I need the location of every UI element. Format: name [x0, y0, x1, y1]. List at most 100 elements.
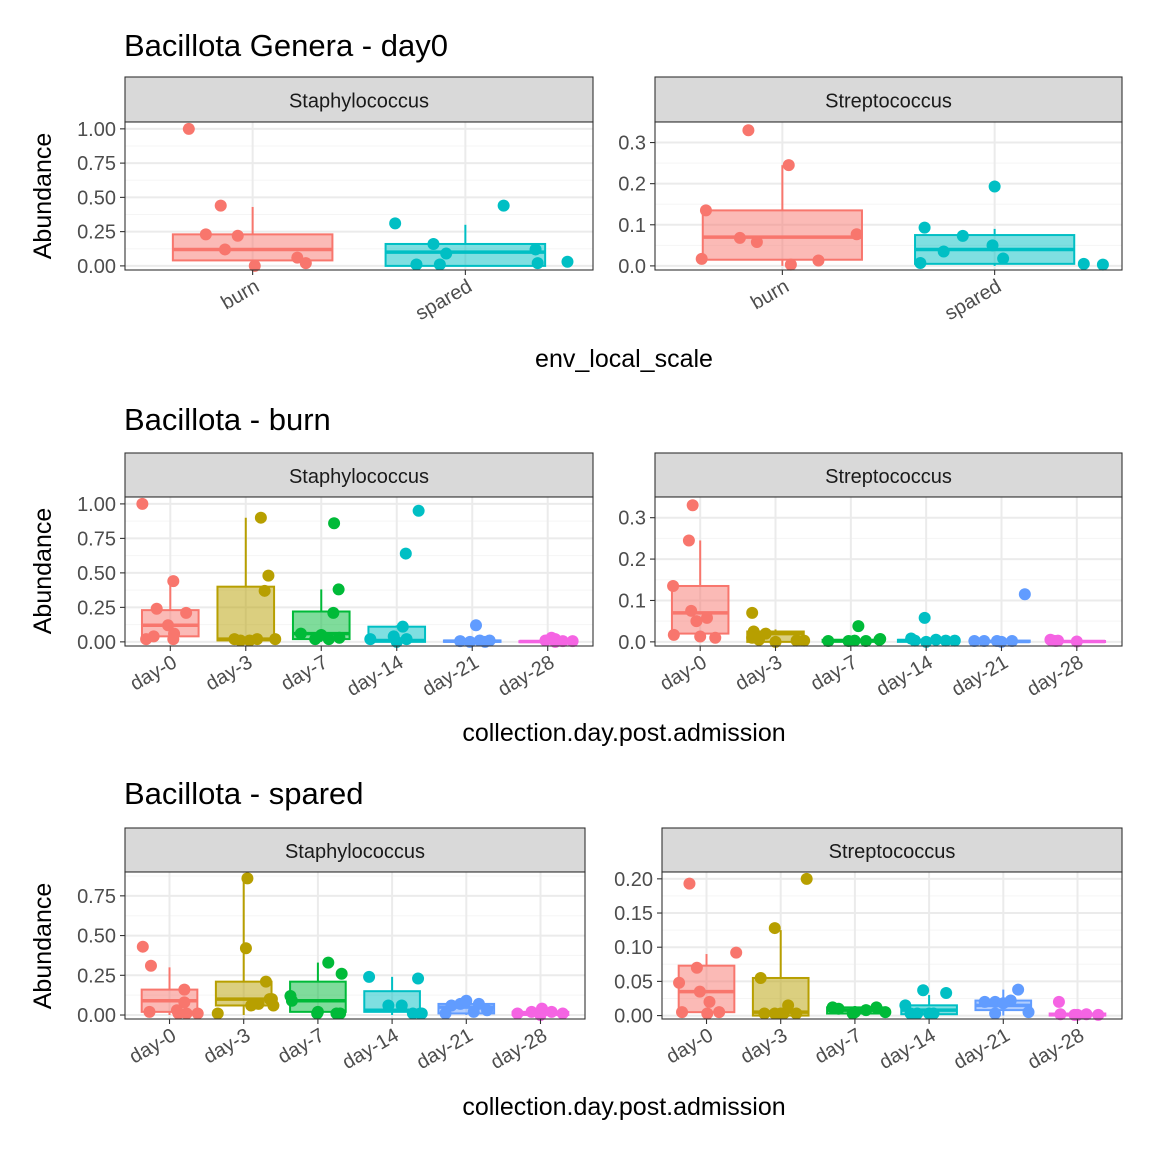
data-point — [460, 994, 473, 1007]
data-point — [920, 635, 933, 648]
data-point — [759, 627, 772, 640]
data-point — [545, 1005, 558, 1018]
data-point — [549, 635, 562, 648]
y-tick-label: 0.75 — [77, 153, 116, 175]
data-point — [412, 504, 425, 517]
data-point — [709, 631, 722, 644]
panel-border — [661, 871, 1123, 1020]
data-point — [774, 1007, 787, 1020]
y-tick-label: 0.10 — [614, 937, 653, 959]
panel-border — [124, 121, 594, 271]
data-point — [143, 1005, 156, 1018]
data-point — [948, 634, 961, 647]
data-point — [412, 972, 425, 985]
data-point — [694, 630, 707, 643]
data-point — [178, 996, 191, 1009]
y-tick-label: 0.0 — [618, 632, 646, 654]
data-point — [136, 497, 149, 510]
y-tick-label: 1.00 — [77, 494, 116, 516]
data-point — [239, 942, 252, 955]
data-point — [481, 1004, 494, 1017]
data-point — [330, 1007, 343, 1020]
data-point — [700, 611, 713, 624]
y-tick-label: 1.00 — [77, 119, 116, 141]
data-point — [191, 1007, 204, 1020]
facet-strip — [654, 452, 1123, 498]
data-point — [1018, 588, 1031, 601]
data-point — [1051, 634, 1064, 647]
data-point — [1092, 1008, 1105, 1021]
data-point — [848, 1006, 861, 1019]
data-point — [848, 634, 861, 647]
y-tick-label: 0.50 — [77, 563, 116, 585]
data-point — [167, 633, 180, 646]
data-point — [690, 961, 703, 974]
data-point — [989, 1007, 1002, 1020]
y-tick-label: 0.2 — [618, 549, 646, 571]
panel-border — [654, 121, 1123, 271]
data-point — [850, 228, 863, 241]
chart-row-3: Bacillota - spared Abundance collection.… — [29, 776, 1123, 1121]
data-point — [291, 251, 304, 264]
data-point — [214, 199, 227, 212]
data-point — [733, 231, 746, 244]
data-point — [241, 872, 254, 885]
data-point — [327, 606, 340, 619]
data-point — [667, 628, 680, 641]
data-point — [410, 258, 423, 271]
data-point — [1077, 257, 1090, 270]
data-point — [874, 632, 887, 645]
data-point — [918, 611, 931, 624]
data-point — [997, 252, 1010, 265]
data-point — [400, 633, 413, 646]
facet-strip-label: Streptococcus — [829, 841, 956, 863]
data-point — [529, 243, 542, 256]
data-point — [784, 258, 797, 271]
data-point — [713, 1006, 726, 1019]
data-point — [682, 534, 695, 547]
facet-strip — [124, 76, 594, 123]
data-point — [556, 1007, 569, 1020]
panel-border — [124, 871, 586, 1020]
y-tick-label: 0.50 — [77, 926, 116, 948]
data-point — [254, 511, 267, 524]
data-point — [463, 635, 476, 648]
data-point — [328, 517, 341, 530]
y-tick-label: 0.00 — [614, 1006, 653, 1028]
data-point — [852, 620, 865, 633]
data-point — [511, 1007, 524, 1020]
data-point — [162, 619, 175, 632]
y-axis-label-1: Abundance — [29, 133, 57, 260]
data-point — [782, 159, 795, 172]
data-point — [986, 239, 999, 252]
chart-row-2: Bacillota - burn Abundance collection.da… — [29, 402, 1123, 747]
data-point — [929, 633, 942, 646]
data-point — [399, 547, 412, 560]
facet-strip-label: Staphylococcus — [285, 841, 425, 863]
data-point — [243, 634, 256, 647]
data-point — [566, 635, 579, 648]
y-axis-label-3: Abundance — [29, 883, 57, 1010]
data-point — [433, 258, 446, 271]
data-point — [180, 606, 193, 619]
data-point — [978, 995, 991, 1008]
facet-strip-label: Streptococcus — [825, 466, 952, 488]
data-point — [699, 204, 712, 217]
data-point — [730, 946, 743, 959]
data-point — [262, 569, 275, 582]
data-point — [234, 634, 247, 647]
panel-border — [654, 496, 1123, 647]
data-point — [870, 1001, 883, 1014]
data-point — [335, 967, 348, 980]
data-point — [332, 583, 345, 596]
y-tick-label: 0.25 — [77, 597, 116, 619]
data-point — [497, 199, 510, 212]
data-point — [860, 1004, 873, 1017]
data-point — [231, 229, 244, 242]
data-point — [445, 999, 458, 1012]
data-point — [914, 257, 927, 270]
data-point — [940, 987, 953, 1000]
data-point — [988, 180, 1001, 193]
